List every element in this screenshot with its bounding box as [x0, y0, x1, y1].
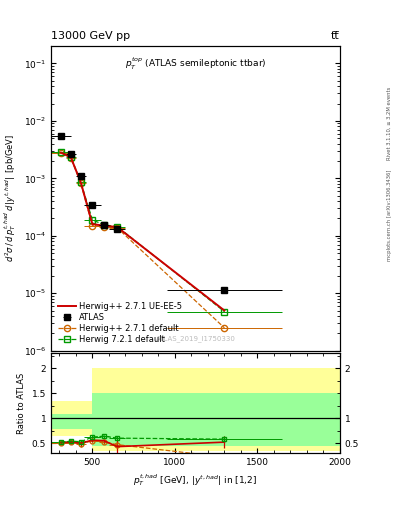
Herwig++ 2.7.1 UE-EE-5	[101, 223, 106, 229]
Y-axis label: $d^2\sigma\,/\,d\,p_T^{t,had}\,d\,|y^{t,had}|\,$ [pb/GeV]: $d^2\sigma\,/\,d\,p_T^{t,had}\,d\,|y^{t,…	[3, 134, 18, 263]
X-axis label: $p_T^{t,had}$ [GeV], $|y^{t,had}|$ in [1,2]: $p_T^{t,had}$ [GeV], $|y^{t,had}|$ in [1…	[133, 473, 258, 488]
Bar	[92, 368, 125, 451]
Bar	[51, 401, 92, 436]
Text: 13000 GeV pp: 13000 GeV pp	[51, 31, 130, 41]
Bar	[51, 414, 92, 429]
Herwig++ 2.7.1 UE-EE-5	[222, 308, 227, 314]
Legend: Herwig++ 2.7.1 UE-EE-5, ATLAS, Herwig++ 2.7.1 default, Herwig 7.2.1 default: Herwig++ 2.7.1 UE-EE-5, ATLAS, Herwig++ …	[55, 300, 185, 347]
Bar	[92, 393, 125, 445]
Line: Herwig++ 2.7.1 UE-EE-5: Herwig++ 2.7.1 UE-EE-5	[61, 153, 224, 311]
Herwig++ 2.7.1 UE-EE-5	[90, 221, 95, 227]
Text: mcplots.cern.ch [arXiv:1306.3436]: mcplots.cern.ch [arXiv:1306.3436]	[387, 169, 392, 261]
Herwig++ 2.7.1 UE-EE-5	[115, 224, 119, 230]
Herwig++ 2.7.1 UE-EE-5	[59, 150, 63, 156]
Bar	[125, 368, 340, 451]
Herwig++ 2.7.1 UE-EE-5	[79, 179, 83, 185]
Y-axis label: Ratio to ATLAS: Ratio to ATLAS	[17, 373, 26, 434]
Text: tt̅: tt̅	[331, 31, 340, 41]
Herwig++ 2.7.1 UE-EE-5	[68, 155, 73, 161]
Text: Rivet 3.1.10, ≥ 3.2M events: Rivet 3.1.10, ≥ 3.2M events	[387, 86, 392, 160]
Text: ATLAS_2019_I1750330: ATLAS_2019_I1750330	[156, 335, 235, 342]
Text: $p_T^{top}$ (ATLAS semileptonic ttbar): $p_T^{top}$ (ATLAS semileptonic ttbar)	[125, 55, 266, 72]
Bar	[125, 393, 340, 445]
